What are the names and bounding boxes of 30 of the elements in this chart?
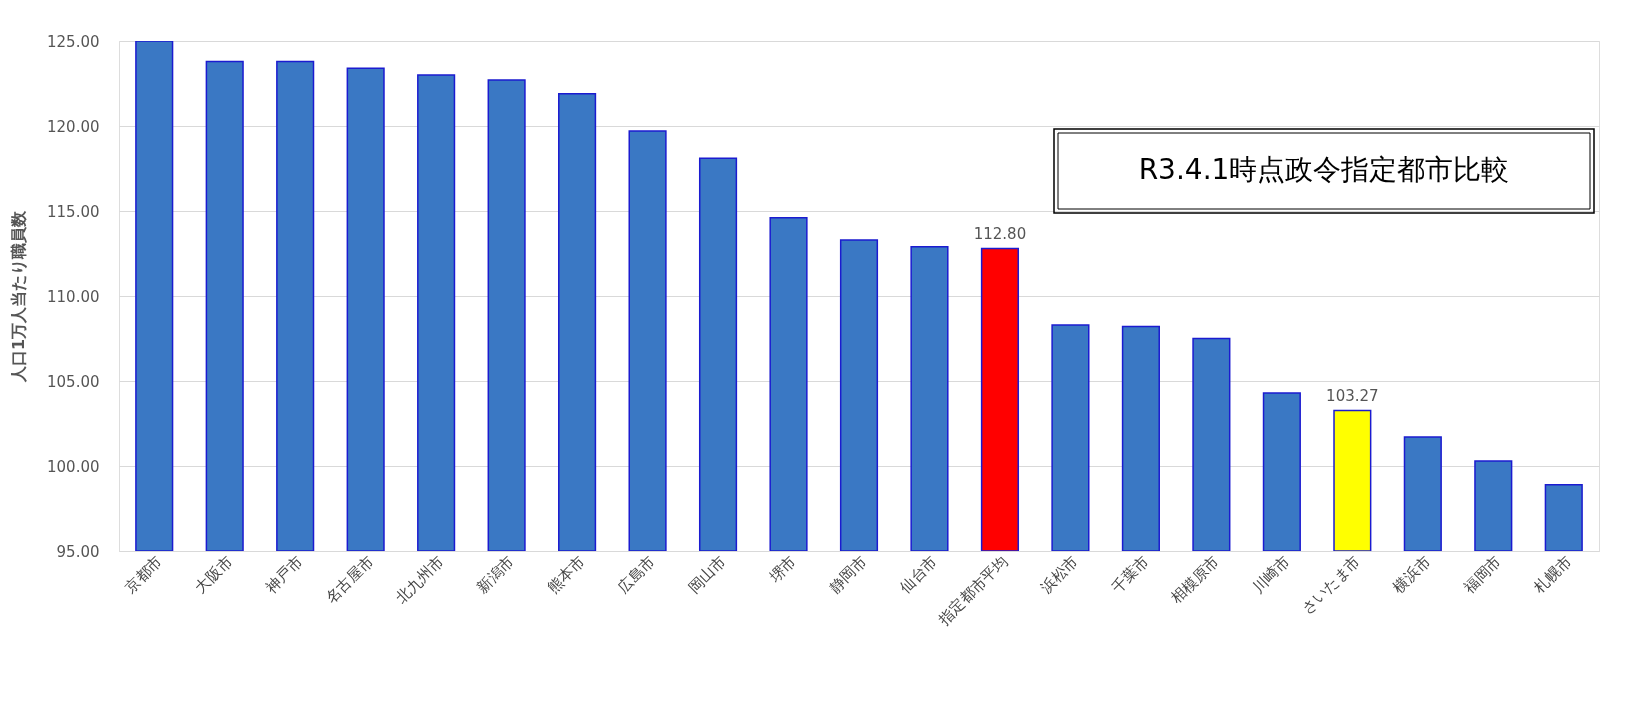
x-tick-label: 岡山市 xyxy=(684,552,730,597)
x-tick-label: 大阪市 xyxy=(191,552,237,597)
x-tick-label: 堺市 xyxy=(765,552,800,587)
data-label: 103.27 xyxy=(1326,387,1379,406)
x-tick-label: 札幌市 xyxy=(1530,552,1576,597)
x-tick-label: 千葉市 xyxy=(1107,552,1153,597)
y-tick-label: 115.00 xyxy=(47,202,100,221)
x-tick-label: 相模原市 xyxy=(1167,552,1223,608)
x-tick-label: 広島市 xyxy=(614,552,659,597)
x-tick-label: 新潟市 xyxy=(473,552,518,597)
x-tick-label: 北九州市 xyxy=(392,552,448,608)
y-tick-label: 125.00 xyxy=(47,32,100,51)
y-tick-label: 110.00 xyxy=(47,287,100,306)
data-label: 112.80 xyxy=(973,225,1027,244)
x-tick-label: 福岡市 xyxy=(1460,552,1505,597)
x-tick-label: 熊本市 xyxy=(543,552,589,597)
x-tick-label: 京都市 xyxy=(121,552,166,597)
x-tick-label: 横浜市 xyxy=(1389,552,1435,597)
x-tick-label: 神戸市 xyxy=(261,552,307,597)
y-tick-label: 105.00 xyxy=(47,372,100,391)
x-tick-label: 静岡市 xyxy=(825,552,871,597)
x-tick-label: 名古屋市 xyxy=(321,552,377,608)
y-tick-label: 120.00 xyxy=(47,117,100,136)
y-tick-label: 100.00 xyxy=(47,457,100,476)
x-tick-label: 浜松市 xyxy=(1037,552,1082,597)
y-tick-label: 95.00 xyxy=(56,542,100,561)
x-tick-label: さいたま市 xyxy=(1297,552,1364,618)
x-tick-label: 川崎市 xyxy=(1248,552,1294,597)
y-axis-title: 人口1万人当たり職員数 xyxy=(9,209,29,384)
text: R3.4.1時点政令指定都市比較 xyxy=(1138,153,1510,186)
